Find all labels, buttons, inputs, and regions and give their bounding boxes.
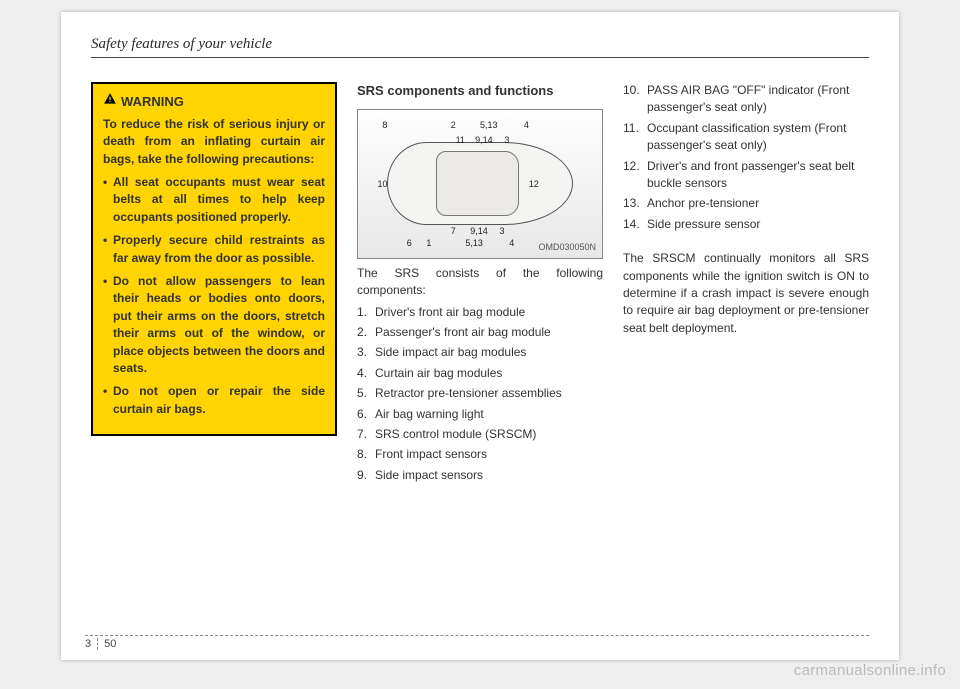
list-item: 4.Curtain air bag modules xyxy=(357,365,603,382)
warning-item: Do not allow passengers to lean their he… xyxy=(103,273,325,377)
diagram-label: 5,13 xyxy=(465,237,483,250)
diagram-label: 11 xyxy=(456,134,465,147)
diagram-label: 10 xyxy=(378,178,388,191)
content-columns: WARNING To reduce the risk of serious in… xyxy=(91,82,869,487)
chapter-number: 3 xyxy=(85,638,98,650)
srs-closing: The SRSCM continually monitors all SRS c… xyxy=(623,250,869,337)
column-3: 10.PASS AIR BAG "OFF" indicator (Front p… xyxy=(623,82,869,487)
diagram-id: OMD030050N xyxy=(538,241,596,254)
list-item-text: Front impact sensors xyxy=(375,447,487,461)
list-item: 14.Side pressure sensor xyxy=(623,216,869,233)
diagram-label: 8 xyxy=(382,119,387,132)
diagram-label: 12 xyxy=(529,178,539,191)
list-item: 8.Front impact sensors xyxy=(357,446,603,463)
diagram-label: 5,13 xyxy=(480,119,498,132)
warning-title: WARNING xyxy=(121,93,184,112)
list-item: 1.Driver's front air bag module xyxy=(357,304,603,321)
list-item: 10.PASS AIR BAG "OFF" indicator (Front p… xyxy=(623,82,869,117)
srs-list-2: 10.PASS AIR BAG "OFF" indicator (Front p… xyxy=(623,82,869,233)
list-item-text: Air bag warning light xyxy=(375,407,484,421)
diagram-label: 3 xyxy=(504,134,509,147)
column-2: SRS components and functions 8 2 5,13 4 … xyxy=(357,82,603,487)
warning-list: All seat occupants must wear seat belts … xyxy=(103,174,325,418)
list-item-text: Anchor pre-tensioner xyxy=(647,196,759,210)
warning-intro: To reduce the risk of serious injury or … xyxy=(103,116,325,168)
warning-item: Do not open or repair the side curtain a… xyxy=(103,383,325,418)
list-item: 7.SRS control module (SRSCM) xyxy=(357,426,603,443)
diagram-label: 9,14 xyxy=(475,134,493,147)
list-item-text: Curtain air bag modules xyxy=(375,366,502,380)
manual-page: Safety features of your vehicle WARNING … xyxy=(61,12,899,660)
list-item: 5.Retractor pre-tensioner assemblies xyxy=(357,385,603,402)
srs-diagram: 8 2 5,13 4 11 9,14 3 10 12 6 1 7 9,14 3 … xyxy=(357,109,603,259)
list-item: 13.Anchor pre-tensioner xyxy=(623,195,869,212)
warning-item: All seat occupants must wear seat belts … xyxy=(103,174,325,226)
diagram-label: 1 xyxy=(426,237,431,250)
srs-list-1: 1.Driver's front air bag module 2.Passen… xyxy=(357,304,603,485)
list-item-text: PASS AIR BAG "OFF" indicator (Front pass… xyxy=(647,83,849,114)
diagram-label: 4 xyxy=(509,237,514,250)
diagram-label: 6 xyxy=(407,237,412,250)
warning-title-row: WARNING xyxy=(103,92,325,112)
list-item-text: Occupant classification system (Front pa… xyxy=(647,121,846,152)
warning-icon xyxy=(103,92,117,112)
page-header: Safety features of your vehicle xyxy=(91,36,869,58)
list-item: 6.Air bag warning light xyxy=(357,406,603,423)
list-item-text: Side impact sensors xyxy=(375,468,483,482)
list-item-text: Side impact air bag modules xyxy=(375,345,526,359)
page-number: 50 xyxy=(104,638,116,650)
list-item: 2.Passenger's front air bag module xyxy=(357,324,603,341)
watermark: carmanualsonline.info xyxy=(794,662,946,679)
list-item-text: Retractor pre-tensioner assemblies xyxy=(375,386,562,400)
srs-heading: SRS components and functions xyxy=(357,82,603,101)
list-item: 3.Side impact air bag modules xyxy=(357,344,603,361)
list-item: 11.Occupant classification system (Front… xyxy=(623,120,869,155)
list-item-text: Passenger's front air bag module xyxy=(375,325,551,339)
page-footer: 3 50 xyxy=(85,635,869,650)
list-item: 12.Driver's and front passenger's seat b… xyxy=(623,158,869,193)
diagram-label: 2 xyxy=(451,119,456,132)
diagram-label: 7 xyxy=(451,225,456,238)
list-item-text: Side pressure sensor xyxy=(647,217,760,231)
diagram-label: 3 xyxy=(500,225,505,238)
list-item-text: Driver's front air bag module xyxy=(375,305,525,319)
list-item-text: SRS control module (SRSCM) xyxy=(375,427,536,441)
car-cabin xyxy=(436,151,519,216)
warning-box: WARNING To reduce the risk of serious in… xyxy=(91,82,337,436)
srs-intro: The SRS consists of the following compon… xyxy=(357,265,603,300)
column-1: WARNING To reduce the risk of serious in… xyxy=(91,82,337,487)
list-item-text: Driver's and front passenger's seat belt… xyxy=(647,159,854,190)
warning-item: Properly secure child restraints as far … xyxy=(103,232,325,267)
diagram-label: 4 xyxy=(524,119,529,132)
list-item: 9.Side impact sensors xyxy=(357,467,603,484)
